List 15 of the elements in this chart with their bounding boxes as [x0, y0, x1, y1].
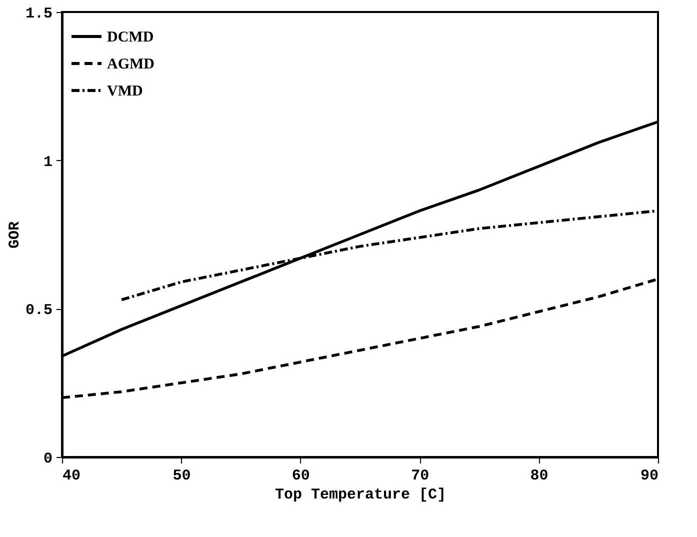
y-tick-label: 1.5: [25, 6, 52, 22]
x-tick-label: 60: [292, 468, 310, 484]
legend-label: DCMD: [107, 30, 154, 46]
legend-label: VMD: [107, 84, 143, 100]
x-tick-label: 70: [411, 468, 430, 484]
y-axis-title: GOR: [6, 221, 24, 249]
x-tick-label: 90: [640, 468, 658, 484]
x-tick-label: 40: [62, 468, 81, 484]
x-tick-label: 50: [172, 468, 191, 484]
x-axis-title: Top Temperature [C]: [274, 486, 446, 504]
legend-label: AGMD: [107, 56, 155, 72]
y-tick-label: 0: [43, 450, 52, 468]
y-tick-label: 0.5: [25, 302, 52, 320]
x-tick-label: 80: [530, 468, 548, 484]
y-tick-label: 1: [43, 154, 52, 171]
